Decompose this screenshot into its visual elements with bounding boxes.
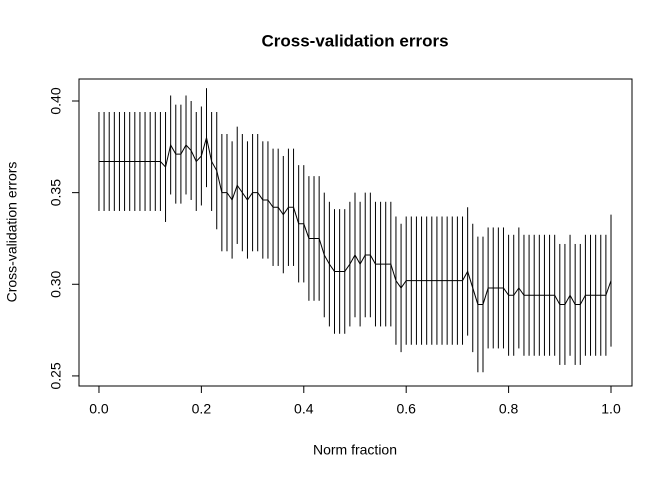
x-tick-label: 0.2 xyxy=(192,401,212,417)
y-tick-label: 0.25 xyxy=(48,362,64,389)
x-tick-label: 0.4 xyxy=(294,401,314,417)
line xyxy=(98,137,612,305)
x-tick-label: 0.6 xyxy=(396,401,416,417)
x-tick-label: 1.0 xyxy=(601,401,621,417)
chart-title: Cross-validation errors xyxy=(261,31,448,50)
x-tick-label: 0.8 xyxy=(499,401,519,417)
plot-box xyxy=(78,78,633,387)
y-tick-label: 0.35 xyxy=(48,179,64,206)
y-tick-label: 0.40 xyxy=(48,87,64,114)
y-axis-label: Cross-validation errors xyxy=(4,162,20,303)
x-tick-label: 0.0 xyxy=(89,401,109,417)
x-axis-label: Norm fraction xyxy=(313,442,397,458)
y-tick-label: 0.30 xyxy=(48,270,64,297)
